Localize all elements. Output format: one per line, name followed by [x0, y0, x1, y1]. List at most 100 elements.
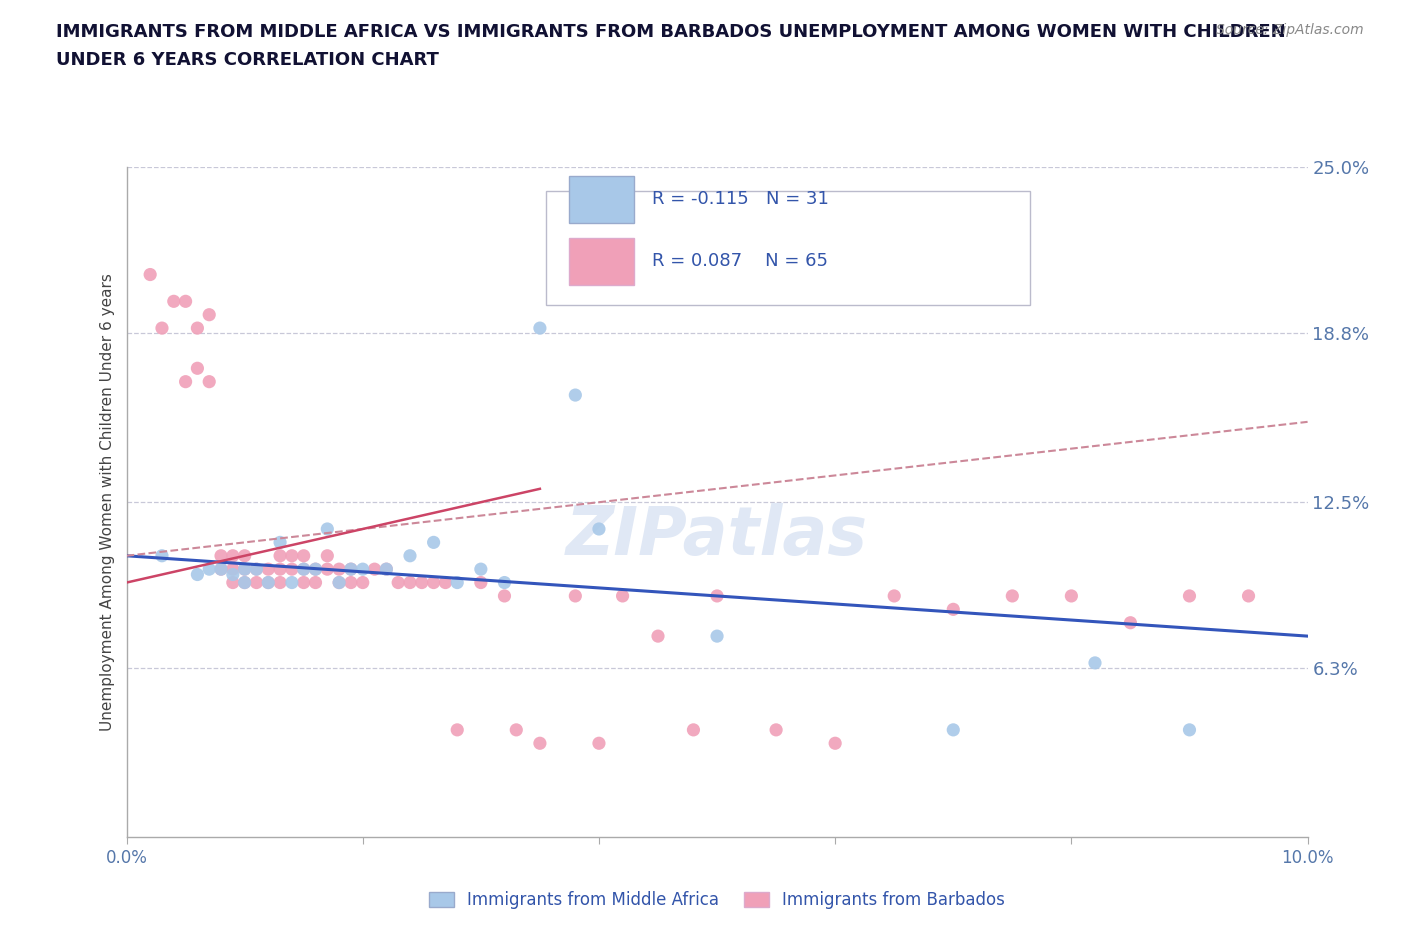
Point: [1237, 589, 1260, 604]
Point: [470, 562, 492, 577]
Point: [1178, 723, 1201, 737]
Point: [150, 549, 173, 564]
Point: [824, 736, 846, 751]
Point: [292, 549, 315, 564]
Point: [198, 307, 221, 322]
Point: [1119, 616, 1142, 631]
Point: [1084, 656, 1107, 671]
Text: R = -0.115   N = 31: R = -0.115 N = 31: [652, 191, 830, 208]
Point: [245, 562, 267, 577]
Point: [529, 736, 551, 751]
Point: [257, 562, 280, 577]
Point: [281, 575, 304, 590]
Point: [375, 562, 398, 577]
Point: [269, 535, 291, 550]
Point: [588, 522, 610, 537]
Text: IMMIGRANTS FROM MIDDLE AFRICA VS IMMIGRANTS FROM BARBADOS UNEMPLOYMENT AMONG WOM: IMMIGRANTS FROM MIDDLE AFRICA VS IMMIGRA…: [56, 23, 1286, 41]
Point: [328, 575, 350, 590]
Point: [494, 589, 516, 604]
Point: [765, 723, 787, 737]
Point: [564, 589, 586, 604]
Point: [494, 575, 516, 590]
Point: [505, 723, 527, 737]
Point: [281, 549, 304, 564]
Point: [375, 562, 398, 577]
Point: [446, 723, 468, 737]
Point: [198, 562, 221, 577]
Point: [564, 388, 586, 403]
Point: [470, 575, 492, 590]
Point: [174, 374, 197, 389]
Point: [233, 575, 256, 590]
Point: [269, 575, 291, 590]
Text: Source: ZipAtlas.com: Source: ZipAtlas.com: [1216, 23, 1364, 37]
FancyBboxPatch shape: [569, 238, 634, 285]
Point: [209, 549, 232, 564]
Point: [233, 549, 256, 564]
Point: [139, 267, 162, 282]
Point: [352, 562, 374, 577]
Point: [198, 374, 221, 389]
Point: [942, 602, 965, 617]
Point: [245, 575, 267, 590]
Point: [233, 575, 256, 590]
Point: [150, 321, 173, 336]
Point: [1178, 589, 1201, 604]
Point: [222, 549, 245, 564]
Point: [422, 575, 444, 590]
Point: [304, 562, 326, 577]
Point: [765, 214, 787, 229]
Point: [352, 575, 374, 590]
Point: [434, 575, 457, 590]
Point: [422, 535, 444, 550]
Point: [328, 562, 350, 577]
Point: [186, 567, 208, 582]
Point: [257, 575, 280, 590]
Point: [363, 562, 385, 577]
Point: [316, 549, 339, 564]
Point: [588, 736, 610, 751]
Point: [292, 562, 315, 577]
Point: [446, 575, 468, 590]
Point: [387, 575, 409, 590]
Point: [269, 562, 291, 577]
Point: [682, 723, 704, 737]
Point: [209, 562, 232, 577]
Point: [340, 562, 363, 577]
Point: [942, 723, 965, 737]
Point: [647, 629, 669, 644]
Point: [245, 562, 267, 577]
Point: [304, 562, 326, 577]
Point: [209, 562, 232, 577]
Y-axis label: Unemployment Among Women with Children Under 6 years: Unemployment Among Women with Children U…: [100, 273, 115, 731]
Point: [316, 562, 339, 577]
Point: [399, 549, 422, 564]
Point: [612, 589, 634, 604]
Point: [292, 562, 315, 577]
Point: [316, 522, 339, 537]
Text: UNDER 6 YEARS CORRELATION CHART: UNDER 6 YEARS CORRELATION CHART: [56, 51, 439, 69]
Point: [222, 575, 245, 590]
FancyBboxPatch shape: [546, 191, 1031, 305]
Point: [292, 575, 315, 590]
Point: [186, 361, 208, 376]
Point: [269, 549, 291, 564]
Point: [399, 575, 422, 590]
Text: R = 0.087    N = 65: R = 0.087 N = 65: [652, 252, 828, 270]
Point: [529, 321, 551, 336]
Point: [163, 294, 186, 309]
Point: [222, 562, 245, 577]
Point: [328, 575, 350, 590]
FancyBboxPatch shape: [569, 176, 634, 222]
Point: [340, 575, 363, 590]
Point: [222, 567, 245, 582]
Point: [233, 562, 256, 577]
Point: [1001, 589, 1024, 604]
Legend: Immigrants from Middle Africa, Immigrants from Barbados: Immigrants from Middle Africa, Immigrant…: [422, 884, 1012, 916]
Point: [1060, 589, 1083, 604]
Point: [304, 575, 326, 590]
Point: [883, 589, 905, 604]
Point: [706, 589, 728, 604]
Point: [233, 562, 256, 577]
Point: [706, 629, 728, 644]
